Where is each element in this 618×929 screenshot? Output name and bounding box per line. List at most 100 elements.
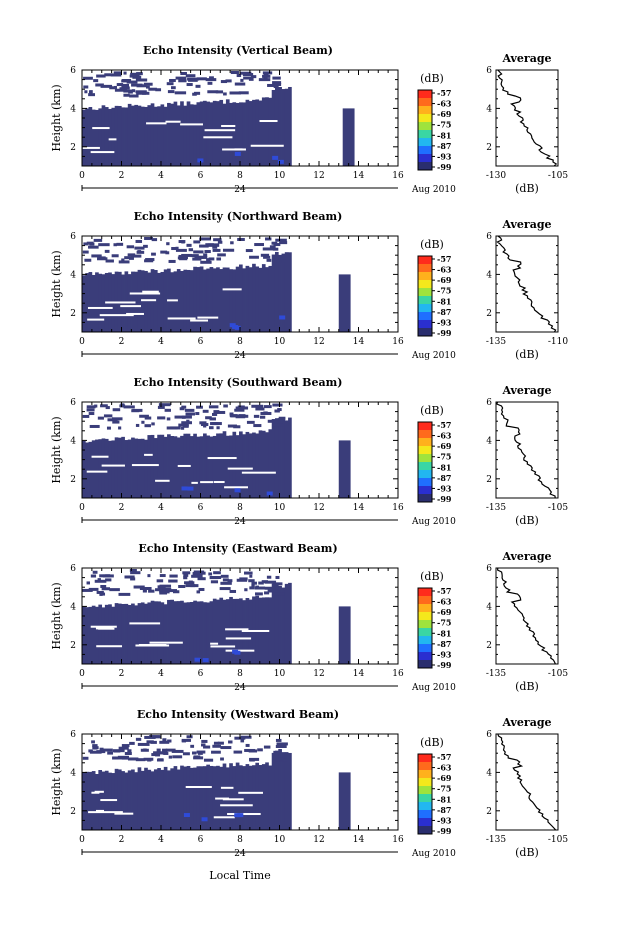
echo-cell: [186, 83, 193, 87]
colorbar-tick-label: -81: [437, 628, 451, 638]
echo-cell: [126, 80, 138, 84]
echo-cell: [142, 589, 147, 593]
echo-cell: [111, 254, 119, 258]
colorbar: (dB) -57-63-69-75-81-87-93-99: [417, 736, 452, 836]
echo-cell: [272, 403, 283, 407]
echo-cell: [212, 766, 217, 830]
echo-cell: [148, 87, 157, 91]
echo-cell: [113, 243, 117, 247]
echo-cell: [211, 750, 221, 754]
colorbar-swatch: [418, 636, 432, 645]
echo-cell: [142, 91, 150, 95]
echo-cell: [157, 416, 166, 420]
echo-cell: [229, 414, 238, 418]
x-tick-label: 16: [392, 669, 404, 679]
echo-cell: [144, 106, 148, 166]
profile-y-tick-label: 2: [486, 475, 492, 485]
echo-cell: [274, 750, 279, 830]
echo-cell: [248, 433, 253, 498]
echo-cell: [139, 414, 149, 418]
colorbar-tick-label: -81: [437, 296, 451, 306]
echo-cell: [157, 434, 161, 498]
echo-cell: [195, 412, 200, 416]
echo-cell: [193, 91, 201, 95]
profile-x-label: (dB): [515, 348, 539, 361]
echo-cell: [130, 571, 141, 575]
echo-speckle: [234, 813, 241, 818]
profile-line: [496, 567, 556, 665]
echo-cell: [146, 85, 150, 89]
echo-cell: [101, 607, 106, 664]
colorbar-swatch: [418, 454, 432, 463]
echo-cell: [261, 264, 266, 332]
echo-cell: [98, 273, 103, 332]
echo-cell: [173, 101, 178, 166]
profile-line: [495, 401, 556, 499]
echo-cell: [160, 602, 165, 664]
echo-cell: [240, 78, 244, 82]
y-axis-label: Height (km): [50, 84, 63, 151]
echo-cell: [240, 739, 245, 743]
echo-cell: [131, 603, 135, 664]
echo-cell: [167, 90, 175, 94]
echo-cell: [118, 746, 129, 750]
echo-cell: [112, 408, 121, 412]
echo-cell: [209, 765, 214, 830]
colorbar-swatch: [418, 98, 432, 107]
echo-cell: [260, 253, 270, 257]
echo-cell: [255, 266, 260, 332]
heatmap: [82, 71, 355, 166]
echo-cell: [209, 267, 214, 332]
echo-cell: [258, 430, 263, 498]
echo-cell: [88, 606, 93, 664]
echo-cell: [229, 763, 233, 830]
echo-speckle: [279, 315, 286, 320]
echo-cell: [196, 77, 207, 81]
echo-gap: [155, 479, 170, 482]
echo-cell: [193, 600, 197, 664]
echo-cell: [189, 270, 194, 332]
echo-cell: [82, 250, 89, 254]
echo-cell: [225, 79, 232, 83]
colorbar-swatch: [418, 288, 432, 297]
echo-cell: [262, 74, 271, 78]
echo-cell: [265, 432, 269, 498]
echo-cell: [114, 88, 126, 92]
echo-cell: [86, 408, 95, 412]
profile-y-tick-label: 6: [486, 232, 492, 242]
echo-cell: [220, 574, 229, 578]
profile-x-tick-label: -105: [548, 503, 568, 513]
colorbar-tick-label: -69: [437, 607, 452, 617]
profile-x-tick-label: -105: [548, 669, 568, 679]
echo-cell: [181, 421, 192, 425]
echo-cell: [134, 772, 139, 830]
echo-cell: [105, 578, 112, 582]
echo-cell: [217, 741, 224, 745]
echo-cell: [135, 78, 148, 82]
echo-cell: [180, 101, 184, 166]
echo-cell: [100, 404, 108, 408]
echo-gap: [91, 455, 109, 458]
echo-cell: [120, 403, 125, 407]
echo-cell: [272, 582, 283, 586]
echo-cell: [173, 271, 178, 332]
echo-cell: [101, 105, 106, 166]
y-tick-label: 4: [70, 768, 76, 778]
echo-cell: [153, 769, 158, 830]
echo-cell: [195, 84, 201, 88]
echo-cell: [192, 257, 202, 261]
y-tick-label: 6: [70, 398, 76, 408]
echo-cell: [124, 107, 129, 166]
echo-cell: [92, 744, 98, 748]
echo-cell: [156, 748, 161, 752]
echo-cell: [268, 265, 273, 332]
echo-gap: [129, 292, 161, 295]
x-tick-label: 6: [198, 835, 204, 845]
echo-speckle: [201, 817, 208, 822]
echo-cell: [222, 267, 227, 332]
colorbar-swatch: [418, 604, 432, 613]
echo-cell: [124, 440, 129, 498]
colorbar-frame: [417, 89, 433, 171]
echo-cell: [268, 97, 273, 166]
echo-cell: [238, 414, 249, 418]
